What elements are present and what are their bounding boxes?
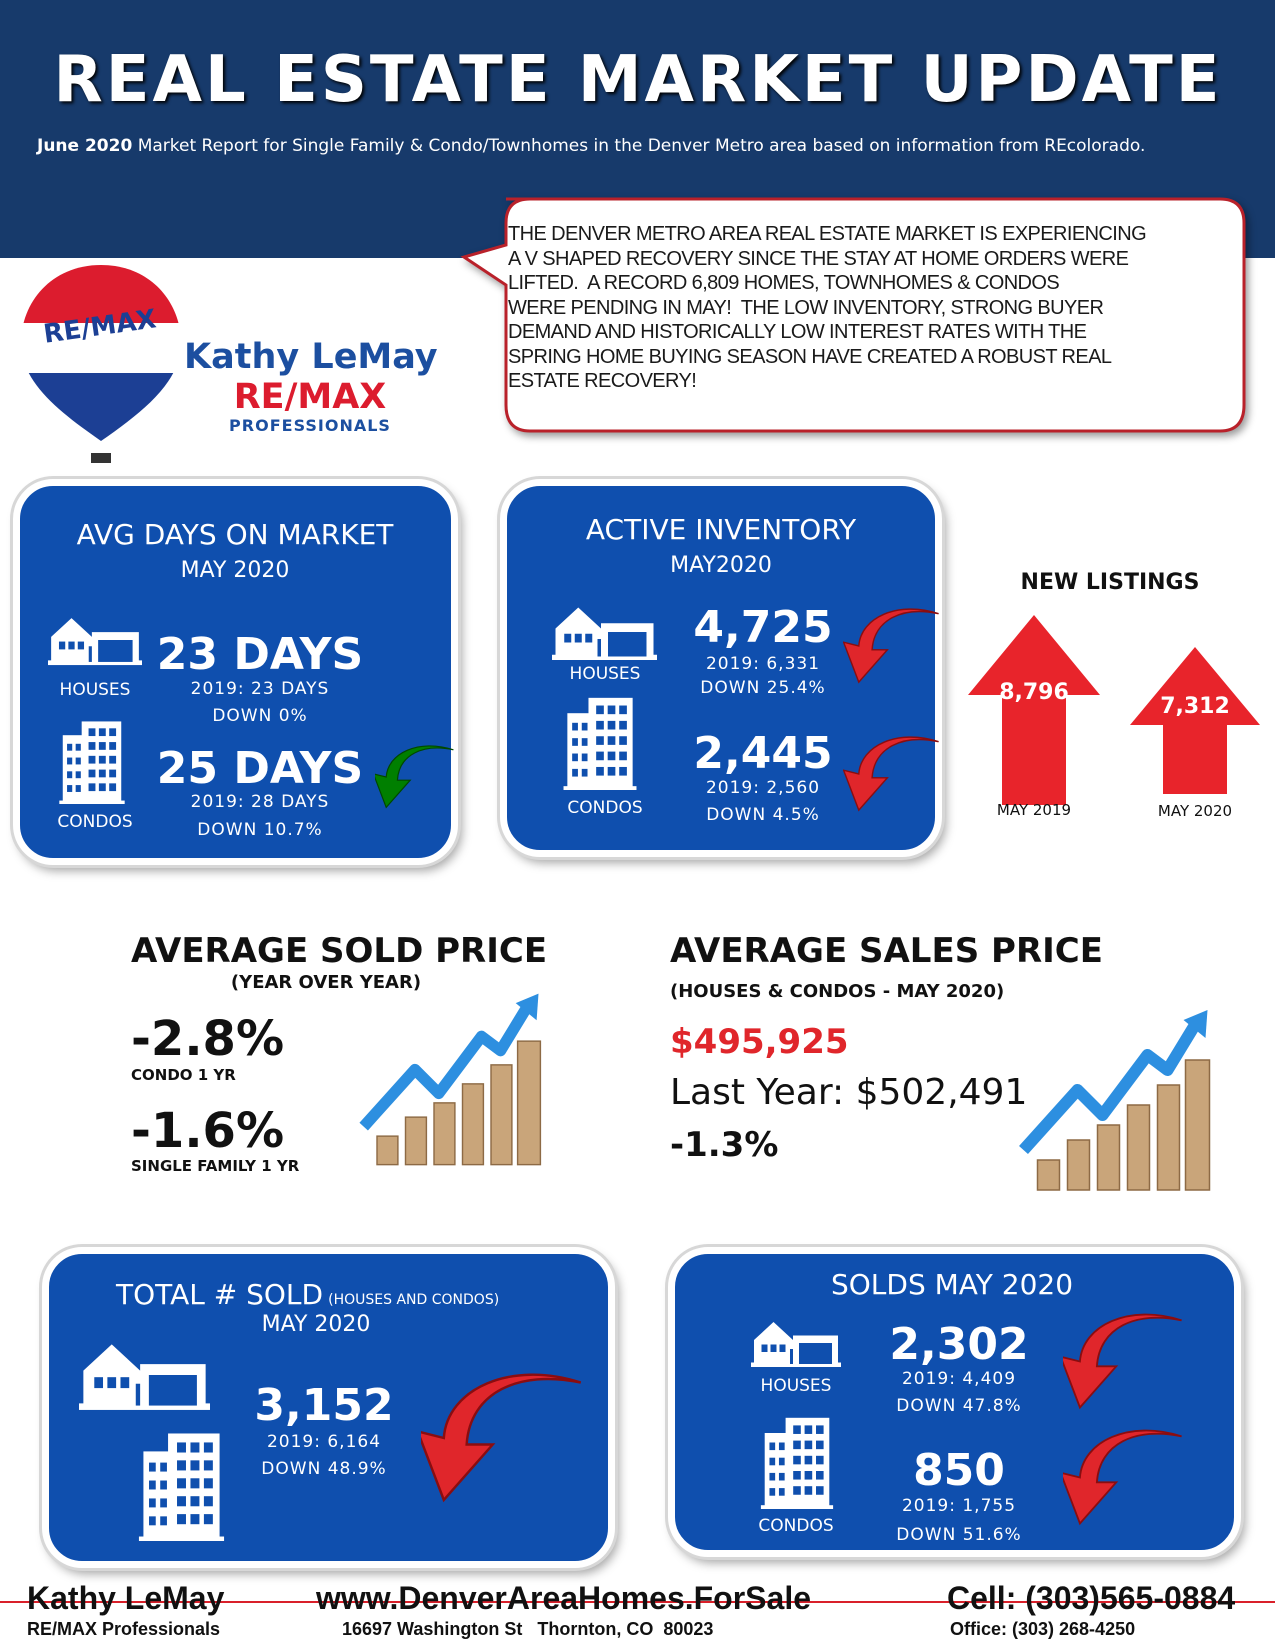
growth-graphic xyxy=(1015,1010,1220,1195)
card-period: MAY 2020 xyxy=(261,1312,371,1337)
card-title: TOTAL # SOLD (HOUSES AND CONDOS) xyxy=(116,1281,499,1309)
stat-prior: 2019: 6,164 xyxy=(266,1432,382,1452)
growth-graphic xyxy=(358,989,548,1174)
last-year: Last Year: $502,491 xyxy=(670,1072,1028,1113)
stat-prior: 2019: 1,755 xyxy=(901,1496,1017,1516)
stat-value: 2,445 xyxy=(693,728,833,779)
brand: RE/MAX xyxy=(233,377,387,417)
card-title: AVG DAYS ON MARKET xyxy=(76,518,394,551)
subtitle-lead: June 2020 xyxy=(37,136,133,156)
price-change: -1.3% xyxy=(670,1125,779,1165)
stat-prior: 2019: 2,560 xyxy=(705,778,821,798)
card-title-text: TOTAL # SOLD xyxy=(116,1278,324,1311)
callout-bubble xyxy=(460,197,1246,433)
callout-text: THE DENVER METRO AREA REAL ESTATE MARKET… xyxy=(508,222,1147,394)
stat-prior: 2019: 4,409 xyxy=(901,1369,1017,1389)
agent-name: Kathy LeMay xyxy=(184,337,438,377)
listing-value: 8,796 xyxy=(999,680,1069,705)
footer-website: www.DenverAreaHomes.ForSale xyxy=(316,1580,811,1616)
new-listings-title: NEW LISTINGS xyxy=(1020,570,1200,595)
stat-value: 4,725 xyxy=(693,602,833,653)
total-sold-card: TOTAL # SOLD (HOUSES AND CONDOS) MAY 202… xyxy=(42,1247,615,1568)
footer-cell: Cell: (303)565-0884 xyxy=(947,1580,1236,1616)
footer-rule xyxy=(0,1601,1275,1603)
condo-icon xyxy=(59,721,125,804)
listing-label: MAY 2020 xyxy=(1157,802,1233,820)
solds-card: SOLDS MAY 2020 HOUSES 2,302 2019: 4,409 … xyxy=(668,1247,1241,1557)
icon-label: HOUSES xyxy=(569,664,641,684)
green-arrow xyxy=(375,745,455,809)
footer-name: Kathy LeMay xyxy=(27,1580,225,1616)
section-title: AVERAGE SALES PRICE xyxy=(670,931,1103,971)
callout-line: ESTATE RECOVERY! xyxy=(508,370,697,392)
icon-label: CONDOS xyxy=(758,1516,834,1536)
stat-prior: 2019: 23 DAYS xyxy=(190,679,330,699)
condo-icon xyxy=(563,697,637,790)
stat-prior: 2019: 28 DAYS xyxy=(190,792,330,812)
stat-change: DOWN 47.8% xyxy=(896,1396,1022,1416)
house-icon xyxy=(552,607,657,660)
stat-value: 850 xyxy=(913,1445,1005,1496)
card-title: ACTIVE INVENTORY xyxy=(585,513,857,546)
house-icon xyxy=(48,618,142,666)
price-value: $495,925 xyxy=(670,1022,849,1062)
house-icon xyxy=(751,1322,841,1367)
callout-line: A V SHAPED RECOVERY SINCE THE STAY AT HO… xyxy=(508,247,1129,270)
stat-change: DOWN 0% xyxy=(212,706,308,726)
condo-icon xyxy=(138,1433,225,1541)
icon-label: HOUSES xyxy=(59,680,131,700)
stat-change: DOWN 10.7% xyxy=(197,820,323,840)
callout-line: DEMAND AND HISTORICALLY LOW INTEREST RAT… xyxy=(508,321,1087,343)
days-on-market-card: AVG DAYS ON MARKET MAY 2020 HOUSES 23 DA… xyxy=(13,479,458,865)
condo-icon xyxy=(760,1417,834,1509)
stat-value: 25 DAYS xyxy=(156,743,364,794)
stat-change: DOWN 25.4% xyxy=(700,678,826,698)
callout-line: WERE PENDING IN MAY! THE LOW INVENTORY, … xyxy=(508,296,1104,319)
up-arrow xyxy=(968,615,1100,805)
section-subtitle: (HOUSES & CONDOS - MAY 2020) xyxy=(670,981,1005,1002)
pct-value: -2.8% xyxy=(131,1011,285,1067)
subtitle: June 2020 Market Report for Single Famil… xyxy=(37,138,1145,155)
stat-prior: 2019: 6,331 xyxy=(705,654,821,674)
title: REAL ESTATE MARKET UPDATE xyxy=(53,43,1223,117)
pct-label: SINGLE FAMILY 1 YR xyxy=(131,1157,300,1175)
house-icon xyxy=(79,1344,210,1410)
section-title: AVERAGE SOLD PRICE xyxy=(131,931,548,971)
office: PROFESSIONALS xyxy=(229,416,391,435)
footer-office-name: RE/MAX Professionals xyxy=(27,1619,221,1639)
section-subtitle: (YEAR OVER YEAR) xyxy=(230,972,422,993)
pct-value: -1.6% xyxy=(131,1103,285,1159)
red-arrow xyxy=(1063,1429,1183,1525)
balloon-logo: RE/MAX xyxy=(21,265,181,463)
stat-value: 2,302 xyxy=(889,1319,1029,1370)
stat-change: DOWN 4.5% xyxy=(706,805,820,825)
listing-label: MAY 2019 xyxy=(996,801,1072,819)
subtitle-text: Market Report for Single Family & Condo/… xyxy=(137,136,1146,156)
red-arrow xyxy=(843,608,940,683)
red-arrow xyxy=(421,1373,582,1502)
callout-line: THE DENVER METRO AREA REAL ESTATE MARKET… xyxy=(508,223,1147,245)
up-arrow xyxy=(1130,647,1260,794)
active-inventory-card: ACTIVE INVENTORY MAY2020 HOUSES 4,725 20… xyxy=(500,479,942,857)
card-period: MAY 2020 xyxy=(180,558,290,583)
stat-change: DOWN 48.9% xyxy=(261,1459,387,1479)
icon-label: HOUSES xyxy=(760,1376,832,1396)
callout-line: LIFTED. A RECORD 6,809 HOMES, TOWNHOMES … xyxy=(508,272,1060,294)
stat-change: DOWN 51.6% xyxy=(896,1525,1022,1545)
listing-value: 7,312 xyxy=(1160,694,1230,719)
card-title-note: (HOUSES AND CONDOS) xyxy=(328,1292,500,1308)
stat-value: 23 DAYS xyxy=(156,629,364,680)
red-arrow xyxy=(1063,1313,1183,1409)
footer-address: 16697 Washington St Thornton, CO 80023 xyxy=(342,1619,714,1639)
icon-label: CONDOS xyxy=(57,812,133,832)
stat-value: 3,152 xyxy=(254,1380,394,1431)
card-period: MAY2020 xyxy=(670,553,772,578)
red-arrow xyxy=(843,736,940,811)
card-title: SOLDS MAY 2020 xyxy=(830,1268,1074,1301)
callout-line: SPRING HOME BUYING SEASON HAVE CREATED A… xyxy=(508,345,1112,368)
footer-office-phone: Office: (303) 268-4250 xyxy=(950,1619,1136,1639)
icon-label: CONDOS xyxy=(567,798,643,818)
pct-label: CONDO 1 YR xyxy=(131,1066,236,1084)
